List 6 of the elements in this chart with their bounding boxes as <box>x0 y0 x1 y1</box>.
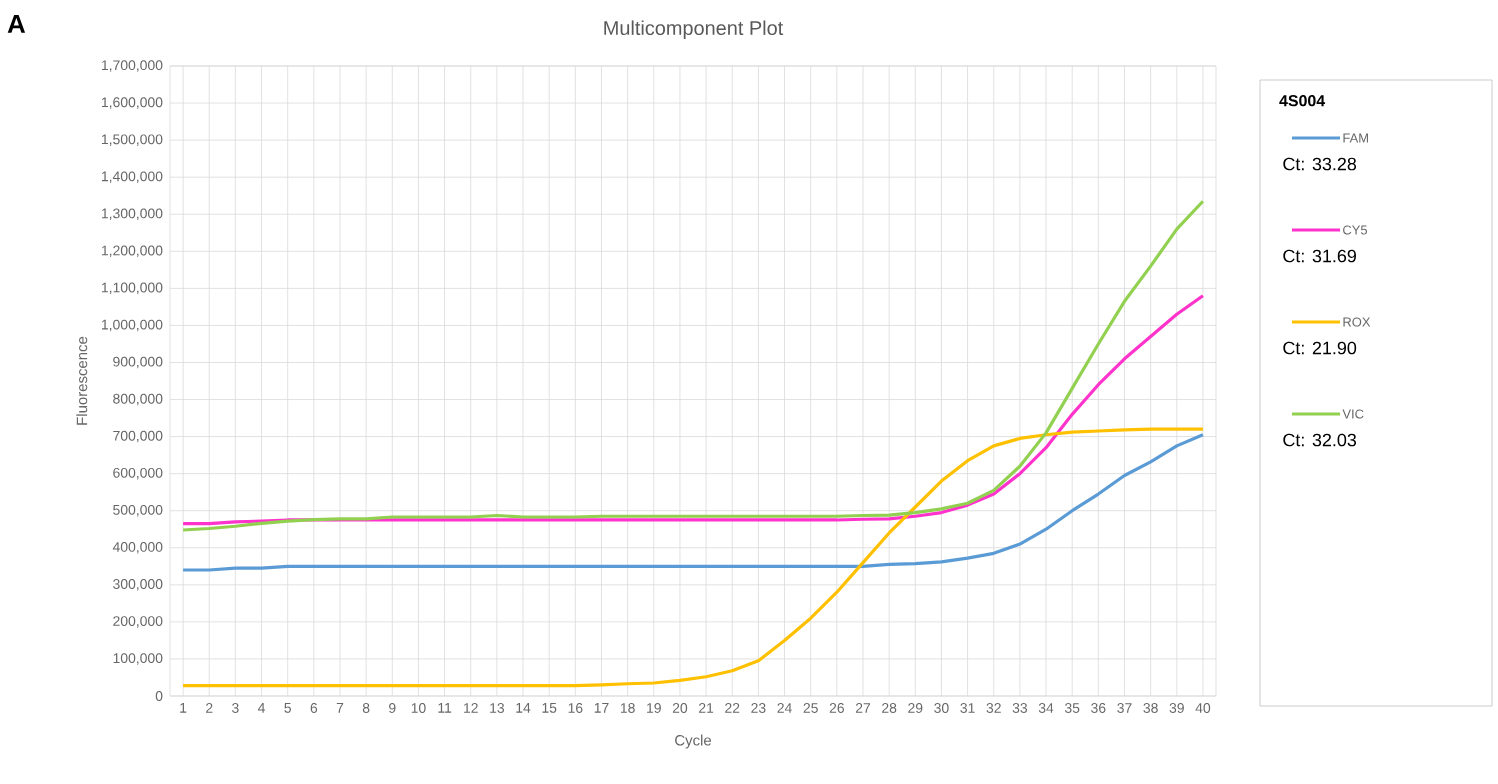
text: Ct: 32.03 <box>1283 433 1357 447</box>
text: Ct: 31.69 <box>1283 249 1356 263</box>
text: Ct: 21.90 <box>1283 341 1357 355</box>
chart-title: Multicomponent Plot <box>604 20 784 39</box>
text: A <box>7 15 26 33</box>
text: Ct: 33.28 <box>1283 157 1357 171</box>
